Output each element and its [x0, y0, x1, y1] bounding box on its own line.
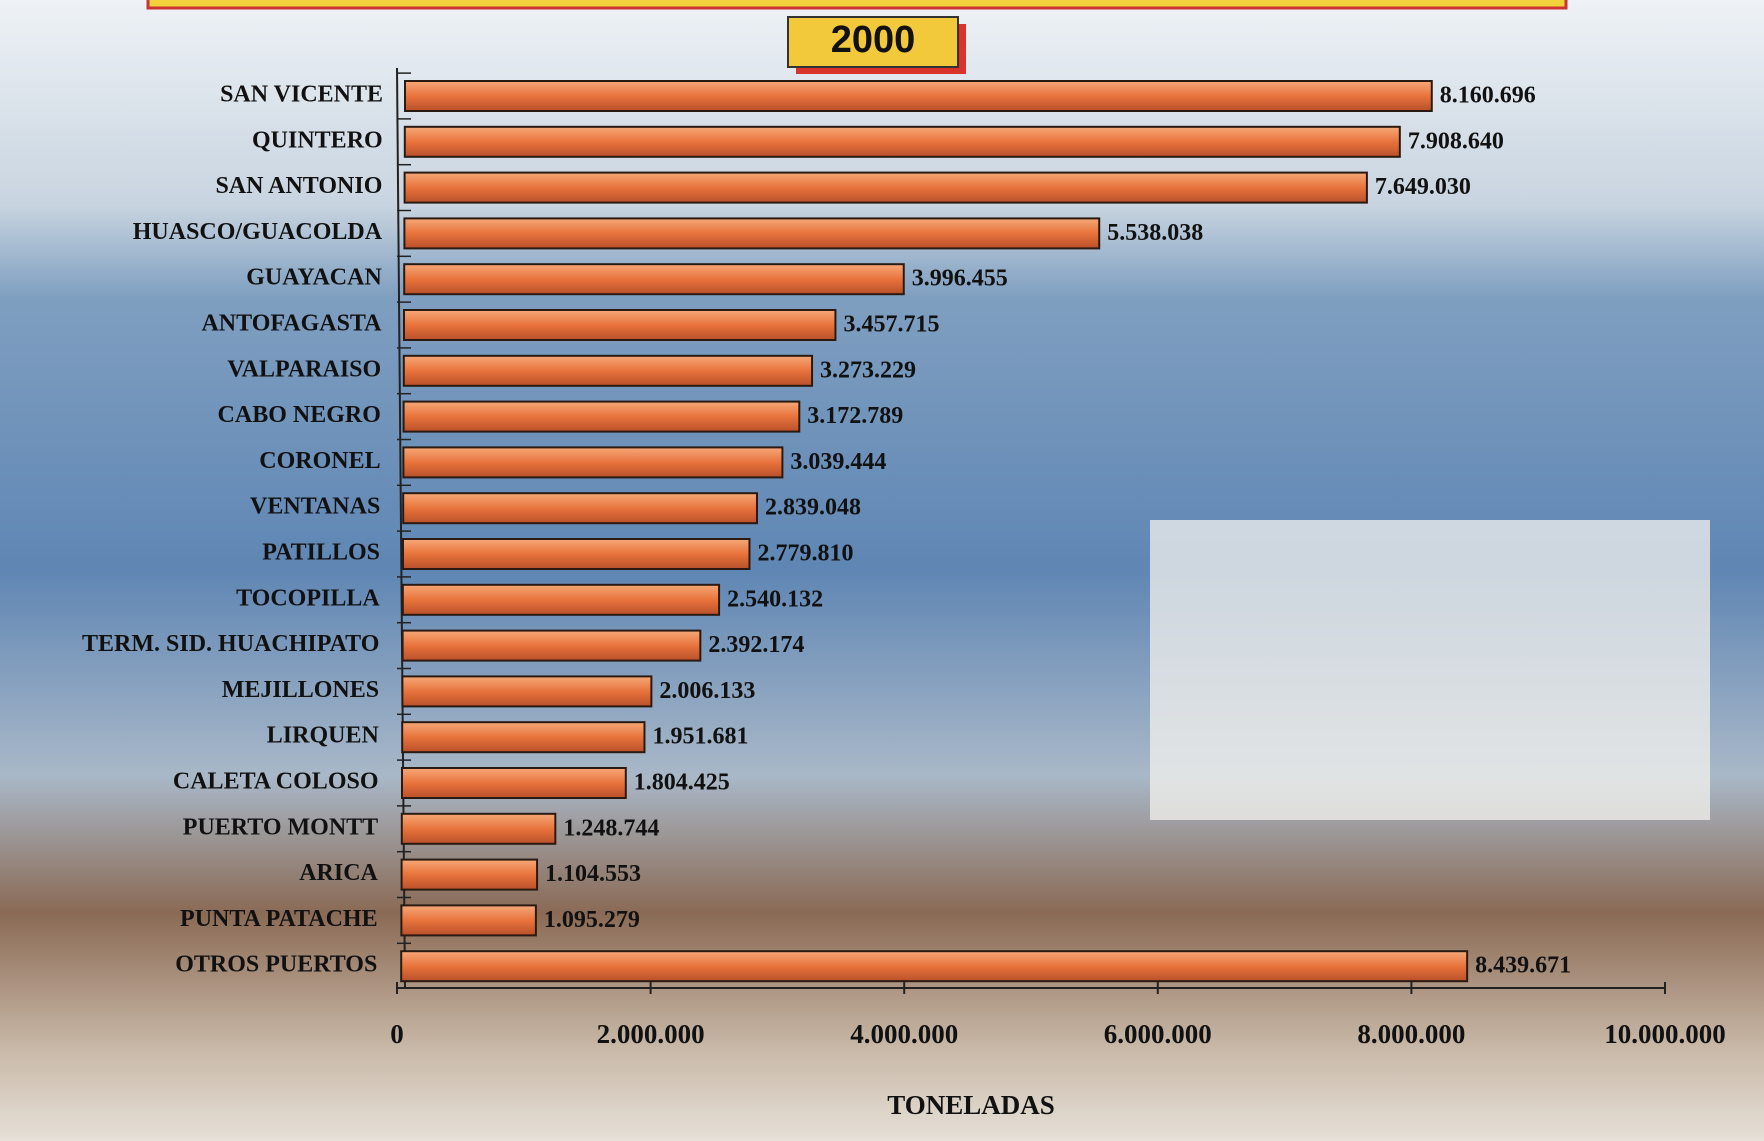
- bar: [400, 950, 1469, 983]
- value-label: 3.457.715: [843, 312, 939, 338]
- y-tick-label: VENTANAS: [250, 494, 380, 520]
- y-tick-label: CABO NEGRO: [218, 402, 381, 428]
- x-tick-label: 2.000.000: [597, 1019, 705, 1049]
- value-label: 3.273.229: [820, 357, 916, 383]
- value-label: 7.908.640: [1408, 128, 1504, 154]
- y-tick-label: PATILLOS: [262, 540, 380, 566]
- y-tick-label: TERM. SID. HUACHIPATO: [82, 631, 379, 657]
- chart-title: 2000: [831, 19, 916, 61]
- title-box: [787, 16, 959, 68]
- bar: [403, 217, 1101, 250]
- value-label: 3.996.455: [912, 266, 1008, 292]
- value-label: 8.160.696: [1440, 83, 1536, 109]
- bar: [401, 675, 653, 708]
- y-tick-label: PUNTA PATACHE: [180, 906, 378, 932]
- bar: [402, 400, 801, 433]
- y-tick-label: GUAYACAN: [246, 265, 382, 291]
- bar: [403, 263, 905, 296]
- value-label: 2.779.810: [757, 541, 853, 567]
- y-tick-label: ARICA: [299, 860, 378, 886]
- y-tick-label: HUASCO/GUACOLDA: [133, 219, 383, 245]
- value-label: 1.248.744: [563, 815, 659, 841]
- value-label: 1.104.553: [545, 861, 641, 887]
- value-label: 3.039.444: [790, 449, 886, 475]
- y-tick-label: LIRQUEN: [267, 723, 380, 749]
- y-tick-label: QUINTERO: [252, 127, 383, 153]
- top-banner: [146, 0, 1568, 10]
- x-axis-label: TONELADAS: [887, 1090, 1055, 1120]
- bar: [404, 80, 1433, 112]
- bar: [401, 767, 627, 799]
- value-label: 2.392.174: [708, 632, 804, 658]
- x-tick-label: 6.000.000: [1104, 1019, 1212, 1049]
- x-tick-label: 10.000.000: [1604, 1019, 1726, 1049]
- ship: [1150, 520, 1710, 820]
- y-tick-label: VALPARAISO: [227, 356, 381, 382]
- value-label: 3.172.789: [807, 403, 903, 429]
- bar: [403, 309, 837, 341]
- bar: [400, 904, 537, 937]
- bar: [400, 858, 539, 891]
- bar: [402, 354, 814, 387]
- x-tick-label: 8.000.000: [1357, 1019, 1465, 1049]
- y-tick-label: SAN VICENTE: [220, 82, 383, 108]
- value-label: 8.439.671: [1475, 953, 1571, 979]
- value-label: 1.095.279: [544, 907, 640, 933]
- x-tick-label: 4.000.000: [850, 1019, 958, 1049]
- y-tick-label: CORONEL: [259, 448, 380, 474]
- y-tick-label: OTROS PUERTOS: [175, 952, 377, 978]
- bar: [401, 721, 646, 754]
- bar: [402, 538, 751, 570]
- y-tick-label: TOCOPILLA: [236, 585, 380, 611]
- y-tick-label: ANTOFAGASTA: [201, 311, 382, 337]
- value-label: 1.804.425: [634, 770, 730, 796]
- bar: [400, 812, 557, 845]
- y-tick-label: SAN ANTONIO: [215, 173, 382, 199]
- value-label: 7.649.030: [1375, 174, 1471, 200]
- value-label: 2.839.048: [765, 495, 861, 521]
- bar: [401, 583, 721, 616]
- y-tick-label: CALETA COLOSO: [173, 769, 379, 795]
- value-label: 2.540.132: [727, 586, 823, 612]
- bar: [401, 629, 702, 662]
- y-tick-label: MEJILLONES: [222, 677, 379, 703]
- x-tick-label: 0: [390, 1019, 404, 1049]
- bar: [402, 446, 784, 479]
- value-label: 1.951.681: [652, 724, 748, 750]
- value-label: 2.006.133: [659, 678, 755, 704]
- bar: [402, 492, 758, 525]
- value-label: 5.538.038: [1107, 220, 1203, 246]
- bar: [403, 125, 1401, 158]
- y-tick-label: PUERTO MONTT: [183, 814, 378, 840]
- bar: [403, 171, 1368, 204]
